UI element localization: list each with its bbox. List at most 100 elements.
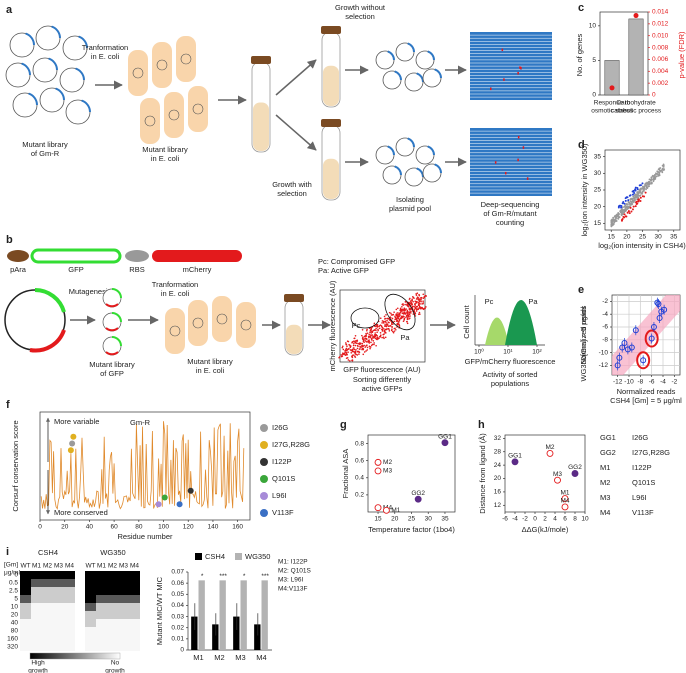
event	[421, 307, 424, 310]
event	[420, 300, 422, 303]
event	[406, 320, 408, 323]
event	[387, 327, 390, 330]
y2-tick-label: 0	[652, 92, 656, 99]
event	[373, 343, 375, 346]
x-tick-label: -8	[637, 379, 643, 386]
gene-arc	[394, 165, 402, 176]
point	[657, 171, 660, 174]
row-label: 5	[14, 596, 18, 603]
heat-cell	[31, 595, 42, 603]
point	[654, 176, 656, 179]
tube-content	[286, 324, 302, 354]
y2-tick-label: 0.002	[652, 80, 669, 87]
event	[417, 308, 420, 311]
point	[645, 186, 648, 189]
point	[651, 175, 654, 178]
heat-cell	[53, 603, 64, 611]
arrow	[275, 114, 317, 151]
label: WG350	[100, 548, 125, 557]
heat-cell	[85, 643, 96, 651]
label: log₂(ion intensity in CSH4)	[598, 241, 686, 250]
point	[631, 197, 634, 200]
x-tick-label: M1	[193, 653, 203, 662]
event	[359, 343, 361, 346]
event	[405, 316, 407, 319]
legend-swatch	[260, 424, 268, 432]
event	[389, 316, 392, 318]
event	[379, 331, 382, 334]
event	[362, 348, 365, 350]
significance: ***	[261, 573, 269, 580]
event	[387, 321, 390, 324]
heat-cell	[42, 619, 53, 627]
y-tick-label: 0.4	[355, 474, 364, 481]
point	[658, 174, 661, 177]
bar	[628, 18, 644, 96]
event	[370, 328, 373, 330]
point	[642, 187, 645, 190]
heat-cell	[42, 627, 53, 635]
event	[349, 360, 351, 362]
event	[398, 315, 400, 318]
event	[360, 346, 362, 349]
point	[656, 170, 659, 173]
event	[375, 327, 377, 330]
event	[397, 317, 399, 319]
flow-plot	[339, 289, 426, 363]
event	[408, 313, 411, 316]
bar	[212, 624, 219, 650]
event	[390, 312, 392, 315]
plasmid	[144, 115, 156, 127]
point	[631, 208, 634, 211]
heat-cell	[31, 635, 42, 643]
event	[370, 334, 372, 336]
point	[639, 194, 642, 197]
event	[399, 314, 401, 317]
gene-arc	[55, 87, 65, 101]
event	[386, 319, 388, 322]
point	[661, 170, 664, 173]
event	[388, 330, 391, 332]
heat-cell	[107, 643, 118, 651]
y2-tick-label: 0.010	[652, 32, 669, 39]
point-label: GG2	[411, 490, 425, 497]
bar	[254, 624, 261, 650]
point	[639, 184, 642, 187]
legend-label: Q101S	[272, 474, 295, 483]
heat-cell	[42, 595, 53, 603]
point	[614, 362, 621, 369]
point	[639, 191, 641, 194]
heat-cell	[118, 579, 129, 587]
label: of Gm-R/mutant	[483, 209, 537, 218]
y-tick-label: 0.03	[171, 613, 184, 620]
heat-cell	[85, 603, 96, 611]
x-tick-label: -2	[671, 379, 677, 386]
event	[366, 328, 368, 331]
part-label: mCherry	[183, 265, 212, 274]
event	[358, 348, 361, 350]
label: Cell count	[462, 304, 471, 338]
heat-cell	[53, 579, 64, 587]
y-tick-label: 30	[594, 170, 602, 177]
event	[399, 309, 401, 312]
event	[342, 352, 345, 355]
label: More conserved	[54, 508, 108, 517]
gene-arc	[394, 70, 402, 81]
event	[415, 294, 418, 296]
point	[621, 211, 624, 214]
y-tick-label: -8	[602, 337, 608, 344]
event	[395, 318, 398, 320]
event	[405, 303, 408, 306]
point	[636, 191, 639, 194]
point	[645, 188, 647, 191]
heat-cell	[107, 579, 118, 587]
event	[409, 315, 411, 317]
event	[373, 322, 376, 325]
x-tick-label: 35	[441, 516, 449, 523]
point-label: GG2	[568, 464, 582, 471]
point	[634, 186, 637, 189]
label: CSH4	[38, 548, 58, 557]
label: No. of genes	[575, 33, 584, 76]
x-tick-label: 120	[183, 524, 194, 531]
x-tick-label: -10	[624, 379, 634, 386]
